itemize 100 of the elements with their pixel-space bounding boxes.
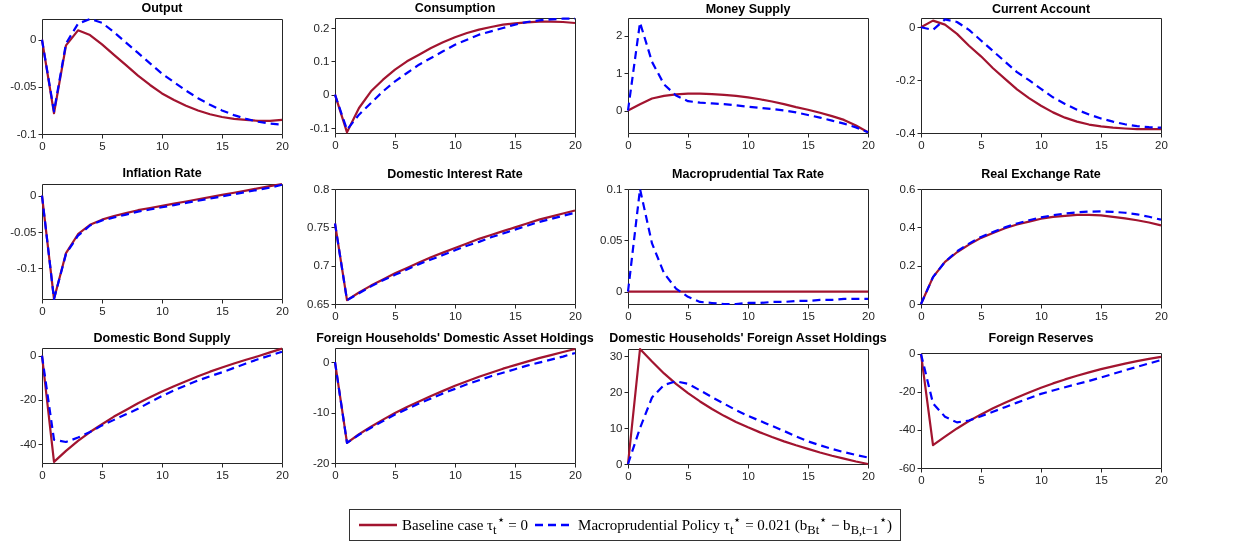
chart-title: Money Supply (705, 1, 791, 16)
x-tick-label: 15 (509, 138, 522, 151)
y-tick-label: -10 (312, 406, 330, 419)
x-tick-label: 15 (216, 304, 229, 317)
y-tick-label: -0.05 (10, 80, 37, 93)
x-tick-label: 10 (1035, 473, 1048, 486)
y-tick-label: -0.1 (16, 127, 37, 140)
x-tick-label: 15 (216, 139, 229, 152)
x-tick-label: 15 (1095, 473, 1108, 486)
y-tick-label: 0 (323, 88, 330, 101)
x-tick-label: 5 (392, 138, 399, 151)
y-tick-label: 0.7 (313, 259, 330, 272)
x-tick-label: 0 (625, 469, 632, 482)
x-tick-label: 5 (978, 473, 985, 486)
x-tick-label: 15 (802, 469, 815, 482)
chart-title: Foreign Households' Domestic Asset Holdings (316, 331, 594, 346)
y-tick-label: -60 (898, 461, 916, 474)
x-tick-label: 5 (99, 139, 106, 152)
y-tick-label: -20 (312, 456, 330, 469)
y-tick-label: 0 (30, 33, 37, 46)
y-tick-label: 2 (616, 29, 623, 42)
x-tick-label: 0 (39, 139, 46, 152)
chart-title: Foreign Reserves (988, 331, 1094, 346)
x-tick-label: 15 (802, 309, 815, 322)
x-tick-label: 5 (392, 468, 399, 481)
x-tick-label: 10 (156, 139, 169, 152)
line-series (626, 21, 870, 134)
x-tick-label: 5 (978, 138, 985, 151)
x-tick-label: 10 (449, 468, 462, 481)
line-series (626, 347, 870, 466)
y-tick-label: -20 (19, 393, 37, 406)
x-tick-label: 0 (39, 468, 46, 481)
text: Macroprudential Policy τ$_{t}$$^{⋆}$ = 0.021 (b$_{Bt}$$^{⋆}$ − b$_{B,t−1}$$^{⋆}$) (578, 513, 892, 537)
x-tick-label: 0 (918, 138, 925, 151)
y-tick-label: 0.6 (899, 182, 916, 195)
x-tick-label: 0 (332, 138, 339, 151)
y-tick-label: -40 (898, 423, 916, 436)
x-tick-label: 20 (569, 138, 582, 151)
x-tick-label: 5 (685, 309, 692, 322)
x-tick-label: 20 (276, 304, 289, 317)
y-tick-label: 0 (30, 349, 37, 362)
chart-title: Macroprudential Tax Rate (672, 166, 824, 181)
x-tick-label: 10 (449, 309, 462, 322)
y-tick-label: 0.4 (899, 220, 917, 233)
y-tick-label: 10 (609, 421, 623, 434)
y-tick-label: 0.2 (313, 21, 330, 34)
y-tick-label: 0 (323, 355, 330, 368)
x-tick-label: 20 (862, 309, 875, 322)
x-tick-label: 15 (509, 309, 522, 322)
x-tick-label: 5 (99, 468, 106, 481)
x-tick-label: 10 (742, 138, 755, 151)
x-tick-label: 0 (332, 309, 339, 322)
y-tick-label: -20 (898, 385, 916, 398)
chart-title: Inflation Rate (122, 166, 202, 181)
y-tick-label: -0.2 (895, 73, 916, 86)
x-tick-label: 20 (276, 139, 289, 152)
x-tick-label: 15 (1095, 309, 1108, 322)
x-tick-label: 15 (802, 138, 815, 151)
x-tick-label: 5 (99, 304, 106, 317)
chart-title: Domestic Bond Supply (93, 331, 231, 346)
y-tick-label: 0 (909, 20, 916, 33)
chart-title: Domestic Households' Foreign Asset Holdings (609, 331, 887, 346)
y-tick-label: 0.8 (313, 182, 330, 195)
y-tick-label: 0 (616, 285, 623, 298)
y-tick-label: 0.75 (307, 220, 330, 233)
y-tick-label: 20 (609, 385, 623, 398)
x-tick-label: 20 (862, 138, 875, 151)
x-tick-label: 5 (685, 469, 692, 482)
line-series (626, 187, 870, 306)
y-tick-label: 30 (609, 349, 623, 362)
y-tick-label: -0.4 (895, 126, 917, 139)
y-tick-label: 0 (909, 347, 916, 360)
chart-title: Current Account (991, 1, 1091, 16)
x-tick-label: 20 (276, 468, 289, 481)
line-series (626, 380, 870, 466)
x-tick-label: 0 (918, 309, 925, 322)
x-tick-label: 15 (509, 468, 522, 481)
y-tick-label: 0.1 (606, 182, 623, 195)
y-tick-label: 0.1 (313, 54, 330, 67)
y-tick-label: 0.05 (600, 233, 623, 246)
x-tick-label: 10 (742, 309, 755, 322)
x-tick-label: 0 (39, 304, 46, 317)
y-tick-label: -0.1 (309, 121, 330, 134)
line-series (919, 352, 1163, 424)
x-tick-label: 5 (685, 138, 692, 151)
chart-title: Consumption (414, 1, 496, 16)
x-tick-label: 20 (1155, 309, 1168, 322)
x-tick-label: 20 (1155, 138, 1168, 151)
y-tick-label: -0.05 (10, 225, 37, 238)
x-tick-label: 10 (742, 469, 755, 482)
chart-title: Domestic Interest Rate (387, 166, 523, 181)
y-tick-label: 0 (616, 457, 623, 470)
x-tick-label: 15 (1095, 138, 1108, 151)
y-tick-label: -40 (19, 437, 37, 450)
x-tick-label: 0 (332, 468, 339, 481)
x-tick-label: 0 (625, 138, 632, 151)
x-tick-label: 20 (569, 468, 582, 481)
x-tick-label: 5 (978, 309, 985, 322)
x-tick-label: 20 (862, 469, 875, 482)
y-tick-label: 0 (30, 189, 37, 202)
